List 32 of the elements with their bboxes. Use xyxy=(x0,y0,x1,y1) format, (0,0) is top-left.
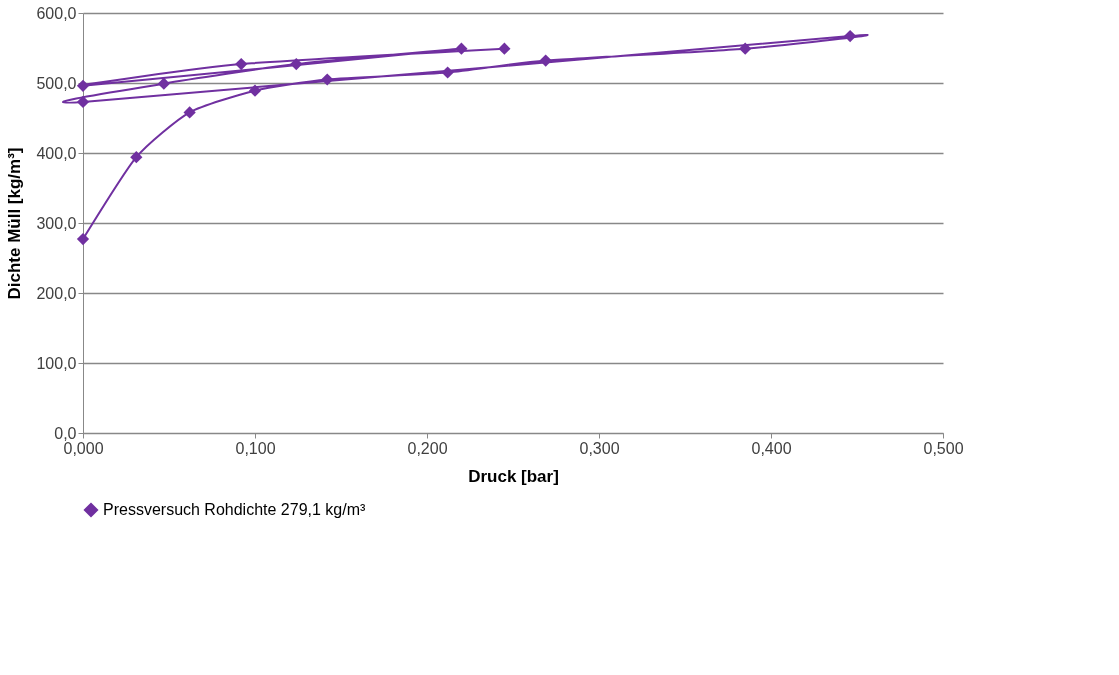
y-tick-label: 200,0 xyxy=(36,284,77,302)
y-axis-title: Dichte Müll [kg/m³] xyxy=(5,147,25,300)
point xyxy=(157,77,170,90)
x-tick-label: 0,500 xyxy=(923,439,964,457)
x-tick-label: 0,200 xyxy=(407,439,448,457)
point xyxy=(321,73,334,86)
point xyxy=(455,42,468,55)
point xyxy=(76,95,90,109)
x-tick-label: 0,100 xyxy=(235,439,276,457)
y-tick-label: 600,0 xyxy=(36,4,77,22)
point xyxy=(248,84,262,97)
x-tick-label: 0,400 xyxy=(751,439,792,457)
legend-label: Pressversuch Rohdichte 279,1 kg/m³ xyxy=(103,501,367,518)
y-tick-label: 100,0 xyxy=(36,354,77,372)
point xyxy=(235,57,248,71)
point xyxy=(76,79,90,92)
point xyxy=(844,29,857,43)
point xyxy=(739,42,752,55)
x-tick-label: 0,300 xyxy=(579,439,620,457)
y-tick-label: 500,0 xyxy=(36,74,77,92)
point xyxy=(290,57,303,71)
point xyxy=(76,232,90,246)
point xyxy=(539,54,552,67)
y-tick-label: 0,0 xyxy=(54,424,77,442)
point xyxy=(130,151,143,164)
y-tick-label: 300,0 xyxy=(36,214,77,232)
x-tick-label: 0,000 xyxy=(63,439,104,457)
point xyxy=(183,106,196,119)
point xyxy=(441,66,454,79)
y-tick-label: 400,0 xyxy=(36,144,77,162)
point xyxy=(498,42,511,55)
x-axis-title: Druck [bar] xyxy=(468,466,559,486)
